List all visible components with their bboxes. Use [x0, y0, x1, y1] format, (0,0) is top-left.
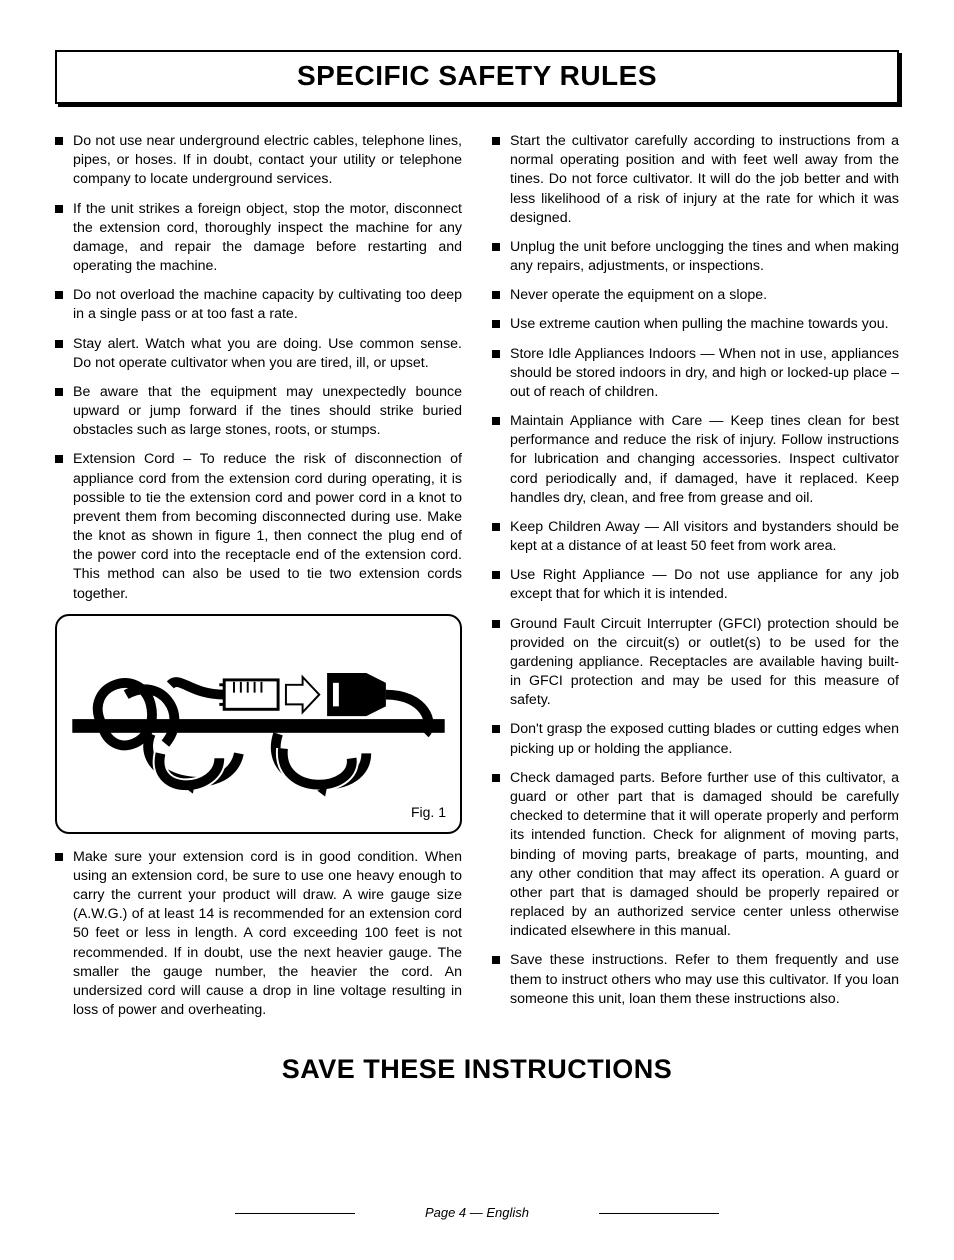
list-item: Make sure your extension cord is in good… [55, 848, 462, 1021]
page-footer: Page 4 — English [55, 1205, 899, 1220]
left-bullet-list: Do not use near underground electric cab… [55, 132, 462, 604]
list-item: Do not use near underground electric cab… [55, 132, 462, 190]
list-item: Store Idle Appliances Indoors — When not… [492, 345, 899, 403]
right-bullet-list: Start the cultivator carefully according… [492, 132, 899, 1009]
save-instructions-heading: SAVE THESE INSTRUCTIONS [55, 1054, 899, 1085]
content-columns: Do not use near underground electric cab… [55, 132, 899, 1030]
figure-1: Fig. 1 [55, 614, 462, 834]
list-item: Be aware that the equipment may unexpect… [55, 383, 462, 441]
list-item: Keep Children Away — All visitors and by… [492, 518, 899, 556]
right-column: Start the cultivator carefully according… [492, 132, 899, 1030]
figure-label: Fig. 1 [411, 803, 446, 822]
list-item: Use Right Appliance — Do not use applian… [492, 566, 899, 604]
list-item: Stay alert. Watch what you are doing. Us… [55, 335, 462, 373]
list-item: Unplug the unit before unclogging the ti… [492, 238, 899, 276]
title-frame: SPECIFIC SAFETY RULES [55, 50, 899, 104]
list-item: Check damaged parts. Before further use … [492, 769, 899, 942]
cord-knot-illustration [67, 626, 450, 822]
list-item: Never operate the equipment on a slope. [492, 286, 899, 305]
list-item: Do not overload the machine capacity by … [55, 286, 462, 324]
list-item: Ground Fault Circuit Interrupter (GFCI) … [492, 615, 899, 711]
left-column: Do not use near underground electric cab… [55, 132, 462, 1030]
list-item: If the unit strikes a foreign object, st… [55, 200, 462, 277]
list-item: Extension Cord – To reduce the risk of d… [55, 450, 462, 603]
list-item: Use extreme caution when pulling the mac… [492, 315, 899, 334]
list-item: Don't grasp the exposed cutting blades o… [492, 720, 899, 758]
list-item: Maintain Appliance with Care — Keep tine… [492, 412, 899, 508]
page-title: SPECIFIC SAFETY RULES [57, 60, 897, 92]
left-bullet-list-after-figure: Make sure your extension cord is in good… [55, 848, 462, 1021]
list-item: Save these instructions. Refer to them f… [492, 951, 899, 1009]
list-item: Start the cultivator carefully according… [492, 132, 899, 228]
